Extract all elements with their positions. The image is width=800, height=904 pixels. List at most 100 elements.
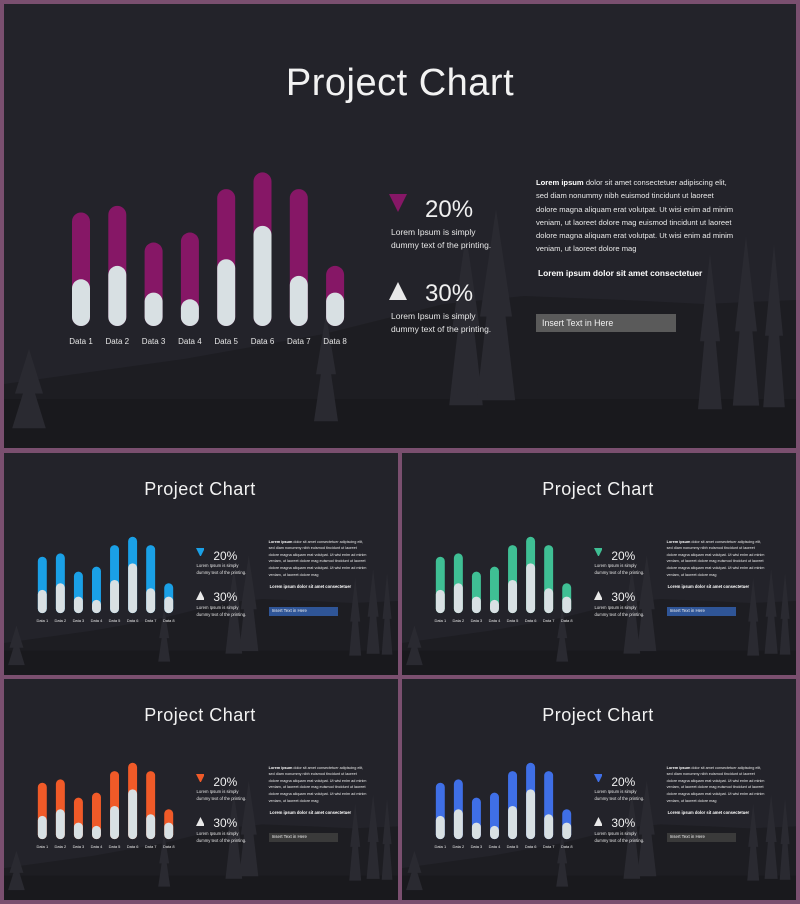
paragraph-body: dolor sit amet consectetuer adipiscing e… [666, 539, 765, 577]
bar-label: Data 1 [36, 618, 48, 623]
stat1-value: 20% [213, 548, 238, 563]
bar-value [326, 292, 345, 326]
bar-value [128, 563, 138, 614]
paragraph-lead: Lorem ipsum [268, 539, 293, 544]
stat1-value: 20% [611, 774, 636, 789]
bar-label: Data 2 [106, 337, 130, 346]
slide-thumb-green[interactable]: Project Chart Data 1 Data 2 Data 3 Data 4 Dat… [402, 453, 796, 675]
background-scene [402, 781, 796, 900]
bar-label: Data 7 [287, 337, 311, 346]
triangle-down-icon [389, 194, 407, 212]
bar-value [146, 814, 156, 840]
bar-label: Data 6 [251, 337, 275, 346]
stat2-text: Lorem Ipsum is simply dummy text of the … [196, 831, 247, 843]
bar-value [110, 579, 120, 614]
stat1-text: Lorem Ipsum is simply dummy text of the … [196, 563, 247, 575]
bar-value [490, 825, 499, 840]
stat2-value: 30% [425, 280, 474, 307]
paragraph-lead: Lorem ipsum [268, 765, 293, 770]
slide-thumb-indigo[interactable]: Project Chart Data 1 Data 2 Data 3 Data 4 Dat… [402, 679, 796, 900]
background-scene [4, 781, 398, 900]
stat2-value: 30% [213, 816, 238, 831]
stat1-value: 20% [611, 548, 636, 563]
triangle-down-icon [593, 547, 603, 557]
subheading: Lorem ipsum dolor sit amet consectetuer [538, 268, 703, 278]
bar-value [72, 279, 90, 326]
paragraph-body: dolor sit amet consectetuer adipiscing e… [268, 539, 367, 577]
bar-label: Data 8 [561, 618, 573, 623]
bar-value [253, 225, 272, 326]
bar-value [562, 822, 572, 840]
bar-value [217, 259, 236, 326]
body-paragraph: Lorem ipsum dolor sit amet consectetuer … [269, 539, 368, 579]
bar-label: Data 5 [507, 844, 519, 849]
paragraph-body: dolor sit amet consectetuer adipiscing e… [666, 765, 765, 803]
bar-label: Data 1 [36, 844, 48, 849]
triangle-down-icon [195, 773, 205, 783]
insert-text-button[interactable]: Insert Text in Here [268, 607, 339, 617]
slide-thumb-blue[interactable]: Project Chart Data 1 Data 2 Data 3 Data 4 Dat… [4, 453, 398, 675]
triangle-down-icon [593, 773, 603, 783]
bar-value [164, 596, 174, 614]
stat1-text: Lorem Ipsum is simply dummy text of the … [196, 789, 247, 801]
bar-label: Data 4 [489, 844, 501, 849]
page-title: Project Chart [542, 479, 654, 499]
bar-value [526, 563, 536, 614]
triangle-up-icon [593, 591, 603, 601]
bar-value [128, 789, 138, 840]
stat2-text: Lorem Ipsum is simply dummy text of the … [196, 605, 247, 617]
triangle-up-icon [195, 591, 205, 601]
insert-text-button[interactable]: Insert Text in Here [666, 833, 737, 843]
bar-value [526, 789, 536, 840]
bar-label: Data 6 [127, 618, 139, 623]
body-paragraph: Lorem ipsum dolor sit amet consectetuer … [536, 176, 734, 256]
bar-label: Data 1 [434, 844, 446, 849]
insert-text-button[interactable]: Insert Text in Here [536, 314, 676, 332]
paragraph-body: dolor sit amet consectetuer adipiscing e… [536, 178, 734, 254]
bar-chart: Data 1 Data 2 Data 3 Data 4 Data 5 Data 6 Data… [36, 536, 175, 623]
bar-chart: Data 1 Data 2 Data 3 Data 4 Data 5 Data 6 Data… [69, 172, 347, 346]
bar-value [508, 579, 518, 614]
page-title: Project Chart [542, 705, 654, 725]
bar-label: Data 5 [109, 844, 121, 849]
background-scene [4, 555, 398, 675]
paragraph-body: dolor sit amet consectetuer adipiscing e… [268, 765, 367, 803]
bar-label: Data 5 [214, 337, 238, 346]
stat2-value: 30% [611, 816, 636, 831]
background-scene [4, 209, 796, 448]
bar-chart: Data 1 Data 2 Data 3 Data 4 Data 5 Data 6 Data… [36, 762, 175, 849]
stat1-text: Lorem Ipsum is simply dummy text of the … [594, 789, 645, 801]
bar-label: Data 8 [163, 618, 175, 623]
bar-value [562, 596, 572, 614]
stat1-text: Lorem Ipsum is simply dummy text of the … [391, 227, 492, 251]
bar-chart: Data 1 Data 2 Data 3 Data 4 Data 5 Data 6 Data… [434, 536, 573, 623]
bar-value [108, 265, 127, 326]
bar-label: Data 1 [434, 618, 446, 623]
bar-label: Data 1 [69, 337, 93, 346]
bar-label: Data 2 [453, 618, 465, 623]
slide-main[interactable]: Project Chart Data 1 Data 2 Data 3 Data 4 Dat… [4, 4, 796, 448]
bar-label: Data 6 [525, 844, 537, 849]
stat2-text: Lorem Ipsum is simply dummy text of the … [594, 605, 645, 617]
bar-label: Data 6 [127, 844, 139, 849]
subheading: Lorem ipsum dolor sit amet consectetuer [269, 810, 352, 816]
bar-value [508, 805, 518, 840]
slide-thumb-orange[interactable]: Project Chart Data 1 Data 2 Data 3 Data 4 Dat… [4, 679, 398, 900]
background-scene [402, 555, 796, 675]
stat1-value: 20% [425, 196, 474, 223]
bar-label: Data 6 [525, 618, 537, 623]
stat2-value: 30% [611, 590, 636, 605]
insert-text-button[interactable]: Insert Text in Here [268, 833, 339, 843]
bar-label: Data 5 [109, 618, 121, 623]
bar-value [544, 814, 554, 840]
bar-label: Data 2 [453, 844, 465, 849]
bar-value [289, 275, 308, 326]
bar-value [110, 805, 120, 840]
bar-label: Data 7 [145, 844, 157, 849]
insert-text-button[interactable]: Insert Text in Here [666, 607, 737, 617]
page-title: Project Chart [285, 62, 515, 104]
bar-value [92, 825, 101, 840]
bar-label: Data 4 [91, 844, 103, 849]
bar-value [37, 815, 47, 840]
bar-label: Data 3 [471, 844, 483, 849]
